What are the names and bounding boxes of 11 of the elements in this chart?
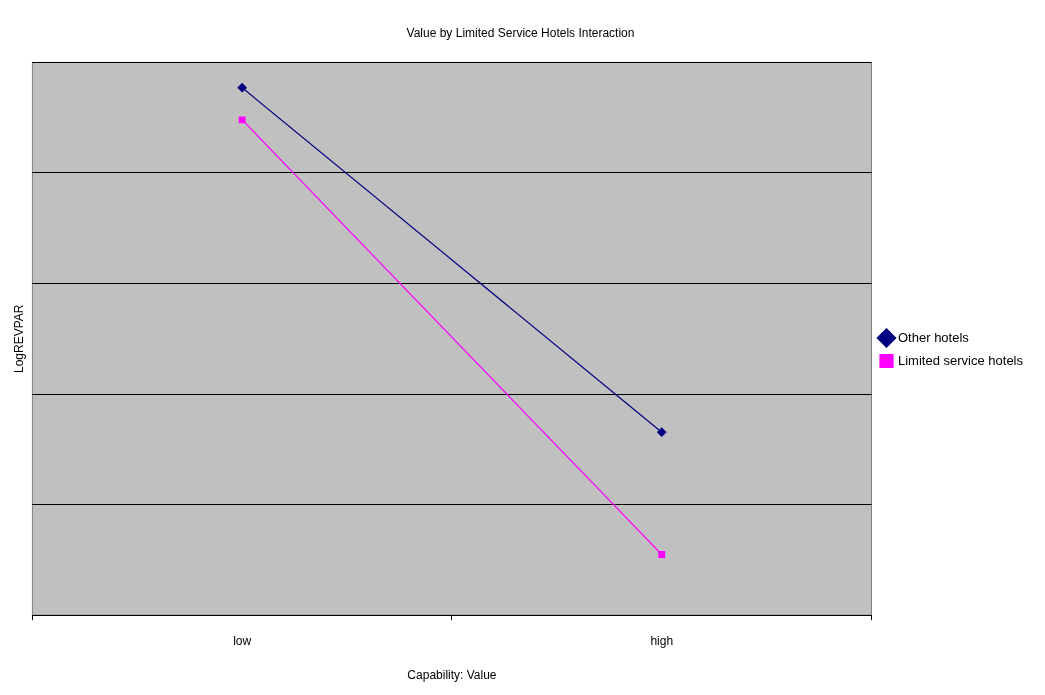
x-tick-label: high: [650, 633, 674, 648]
point: [237, 83, 247, 93]
x-tick-label: low: [233, 633, 252, 648]
chart-title: Value by Limited Service Hotels Interaction: [406, 25, 635, 40]
x-axis-title: Capability: Value: [407, 668, 497, 683]
point: [657, 427, 667, 437]
y-axis-title: LogREVPAR: [11, 304, 26, 374]
legend-label: Limited service hotels: [898, 352, 1024, 368]
legend-label: Other hotels: [898, 329, 970, 345]
point: [658, 551, 666, 558]
point: [238, 116, 246, 124]
